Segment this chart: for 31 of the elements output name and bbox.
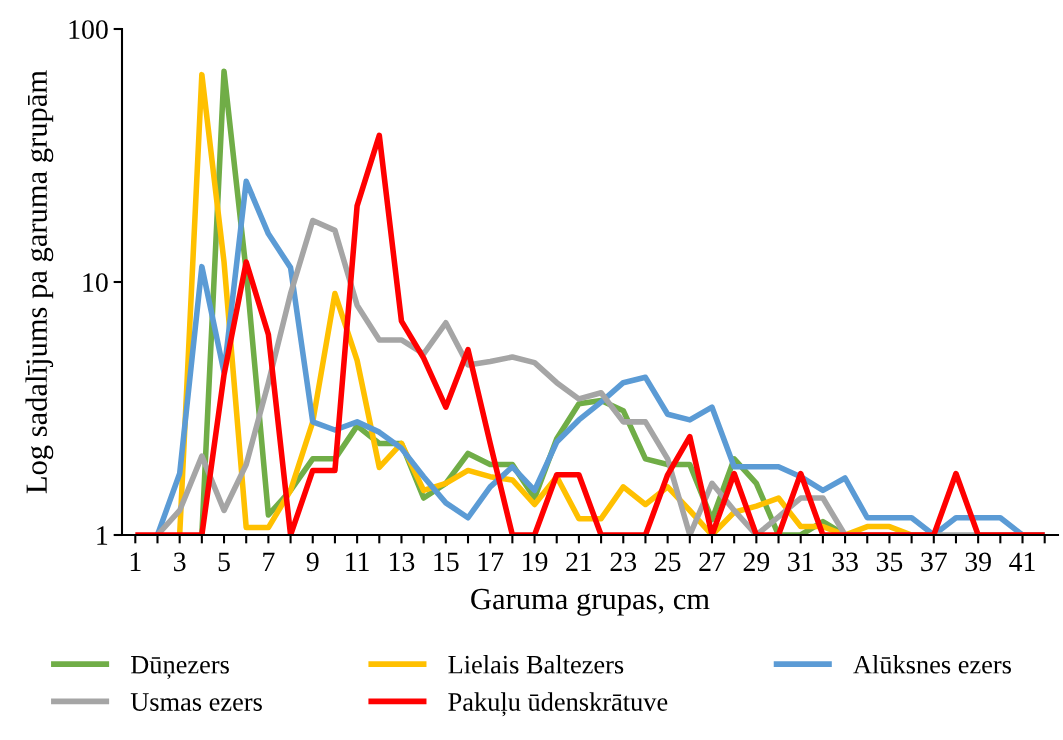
- x-tick-label: 9: [306, 552, 319, 572]
- x-tick-label: 15: [434, 552, 459, 572]
- x-tick-label: 39: [965, 552, 991, 572]
- legend-label: Usmas ezers: [130, 693, 262, 711]
- y-tick-label: 1: [97, 526, 108, 545]
- y-tick-label: 100: [69, 20, 108, 39]
- y-axis-title: Log sadalījums pa garuma grupām: [25, 70, 54, 494]
- x-axis-title: Garuma grupas, cm: [471, 588, 710, 616]
- x-tick-label: 23: [610, 552, 637, 572]
- legend-label: Pakuļu ūdenskrātuve: [448, 692, 668, 717]
- x-tick-label: 37: [921, 552, 947, 572]
- x-tick-label: 21: [566, 552, 592, 571]
- x-tick-label: 29: [743, 552, 770, 572]
- x-tick-label: 19: [523, 552, 548, 572]
- x-tick-label: 7: [263, 552, 275, 571]
- x-tick-label: 41: [1009, 552, 1035, 571]
- legend-label: Dūņezers: [130, 656, 229, 679]
- y-tick-label: 10: [83, 273, 108, 292]
- x-tick-label: 31: [788, 552, 813, 572]
- x-tick-label: 35: [876, 552, 903, 572]
- legend-label: Alūksnes ezers: [853, 655, 1011, 674]
- x-tick-label: 1: [130, 552, 141, 571]
- x-tick-label: 5: [218, 552, 230, 572]
- x-tick-label: 11: [346, 552, 369, 571]
- x-tick-label: 17: [478, 552, 504, 571]
- x-tick-label: 25: [654, 552, 681, 572]
- x-tick-label: 3: [174, 552, 186, 572]
- x-tick-label: 13: [390, 552, 415, 572]
- x-tick-label: 33: [832, 552, 858, 572]
- legend-label: Lielais Baltezers: [448, 655, 624, 674]
- x-tick-label: 27: [699, 552, 726, 571]
